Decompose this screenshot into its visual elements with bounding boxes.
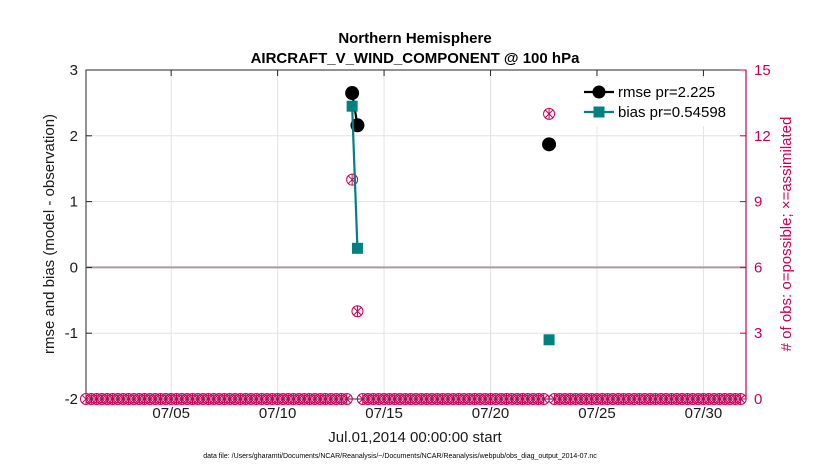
legend-box <box>578 78 744 126</box>
series-bias <box>346 100 555 346</box>
bias-point <box>543 334 555 346</box>
y-tick-label: 0 <box>70 259 78 276</box>
x-tick-label: 07/10 <box>259 405 297 422</box>
x-axis-label: Jul.01,2014 00:00:00 start <box>328 429 502 446</box>
y-tick-right-label: 3 <box>754 325 762 342</box>
rmse-point <box>345 86 360 101</box>
legend: rmse pr=2.225 bias pr=0.54598 <box>578 78 744 126</box>
y-axis-right: 0 3 6 9 12 15 <box>740 62 771 408</box>
y-tick-right-label: 9 <box>754 194 762 211</box>
series-rmse <box>345 86 557 152</box>
y-tick-right-label: 6 <box>754 259 762 276</box>
series-lines <box>345 86 557 346</box>
obs-count-marker <box>543 107 556 120</box>
y-tick-label: -2 <box>65 391 78 408</box>
rmse-point <box>542 137 557 152</box>
bias-point <box>351 242 363 254</box>
series-line <box>351 106 359 249</box>
y-tick-label: -1 <box>65 325 78 342</box>
legend-entry-bias: bias pr=0.54598 <box>584 104 726 121</box>
chart-title: Northern Hemisphere <box>338 30 491 47</box>
y-axis-right-label: # of obs: o=possible; ×=assimilated <box>778 117 795 352</box>
y-tick-label: 3 <box>70 62 78 79</box>
obs-count-marker <box>351 305 364 318</box>
x-tick-label: 07/30 <box>685 405 723 422</box>
chart-subtitle: AIRCRAFT_V_WIND_COMPONENT @ 100 hPa <box>251 50 581 67</box>
x-tick-label: 07/05 <box>152 405 190 422</box>
x-axis: 07/05 07/10 07/15 07/20 07/25 07/30 <box>152 70 722 422</box>
y-tick-right-label: 12 <box>754 128 771 145</box>
legend-label: rmse pr=2.225 <box>618 84 715 101</box>
footnote: data file: /Users/gharamti/Documents/NCA… <box>203 453 597 460</box>
x-tick-label: 07/20 <box>472 405 510 422</box>
y-tick-right-label: 15 <box>754 62 771 79</box>
x-tick-label: 07/25 <box>578 405 616 422</box>
y-tick-label: 1 <box>70 194 78 211</box>
obs-zero-marker <box>734 393 747 405</box>
legend-label: bias pr=0.54598 <box>618 104 726 121</box>
y-tick-label: 2 <box>70 128 78 145</box>
bias-point <box>346 100 358 112</box>
x-tick-label: 07/15 <box>365 405 403 422</box>
y-tick-right-label: 0 <box>754 391 762 408</box>
legend-entry-rmse: rmse pr=2.225 <box>584 84 715 101</box>
legend-square-marker <box>593 106 605 118</box>
y-axis-left: -2 -1 0 1 2 3 <box>65 62 92 408</box>
obs-zero-marker <box>340 393 353 405</box>
y-axis-label: rmse and bias (model - observation) <box>41 114 58 354</box>
legend-circle-marker <box>592 85 606 99</box>
obs-count-markers <box>80 107 747 405</box>
